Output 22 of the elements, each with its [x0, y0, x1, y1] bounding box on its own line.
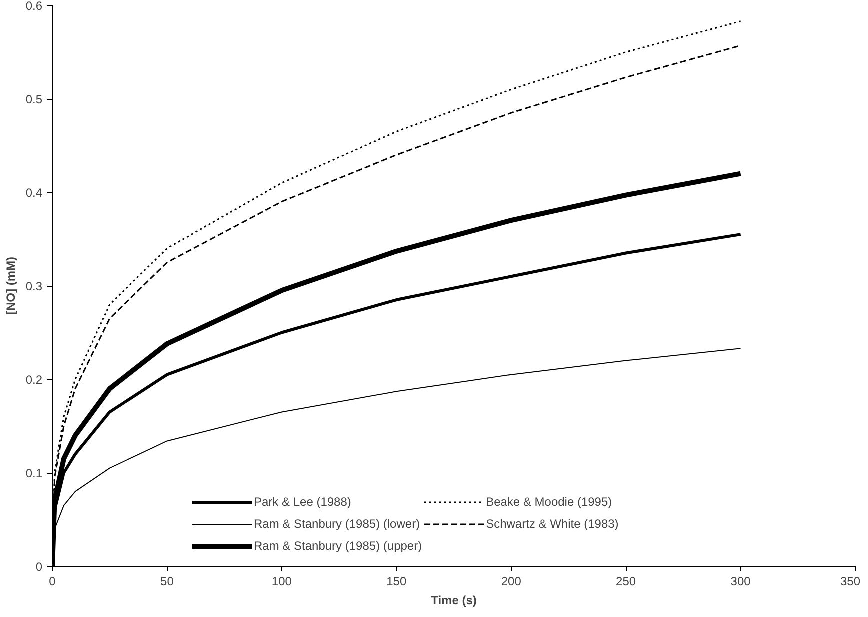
y-tick-label: 0.1	[26, 466, 43, 480]
x-tick-label: 50	[160, 574, 174, 588]
y-tick-label: 0	[36, 560, 43, 574]
y-tick-label: 0.4	[26, 186, 43, 200]
y-tick-label: 0.6	[26, 0, 43, 13]
x-tick-label: 200	[501, 574, 522, 588]
legend-label: Ram & Stanbury (1985) (upper)	[254, 539, 422, 553]
legend-label: Beake & Moodie (1995)	[486, 495, 612, 509]
x-tick-label: 250	[616, 574, 636, 588]
x-tick-label: 100	[272, 574, 292, 588]
y-tick-label: 0.3	[26, 280, 43, 294]
legend-label: Schwartz & White (1983)	[486, 517, 619, 531]
x-tick-label: 350	[840, 574, 861, 588]
x-tick-label: 300	[730, 574, 752, 588]
y-tick-label: 0.5	[26, 92, 43, 106]
legend-label: Ram & Stanbury (1985) (lower)	[254, 517, 420, 531]
y-axis-title: [NO] (mM)	[4, 257, 18, 315]
legend-label: Park & Lee (1988)	[254, 495, 352, 509]
x-tick-label: 150	[386, 574, 407, 588]
x-tick-label: 0	[49, 574, 56, 588]
x-axis-title: Time (s)	[431, 594, 477, 608]
y-tick-label: 0.2	[26, 373, 43, 387]
